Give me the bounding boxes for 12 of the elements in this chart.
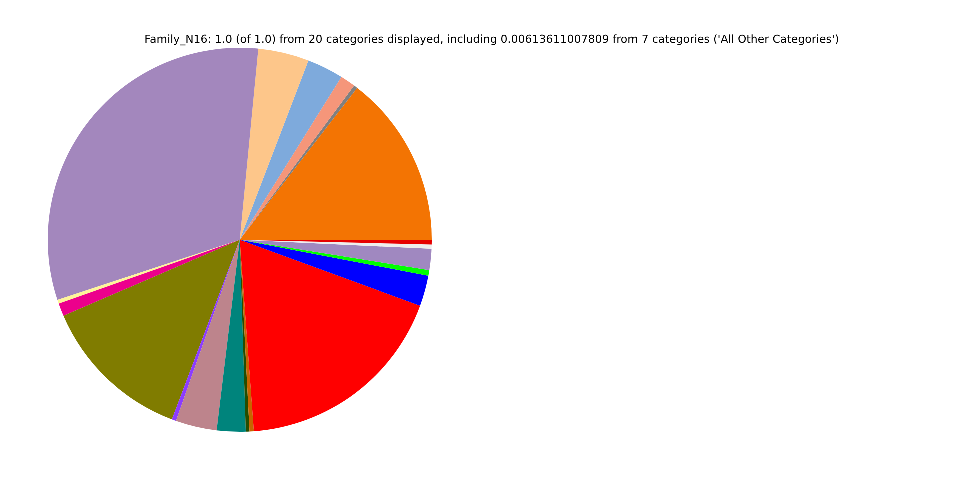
pie-slice (64, 240, 240, 420)
pie-slice (216, 240, 246, 432)
pie-slice (48, 48, 259, 300)
pie-slice (58, 240, 240, 304)
pie-slice (240, 48, 309, 240)
text: Family_N16: 1.0 (of 1.0) from 20 categories displayed, including 0.00613611007809 from 7 categories ('All Other Categories') (144, 33, 840, 46)
pie-slice (240, 240, 432, 270)
pie-slice (240, 240, 429, 306)
pie-slice (240, 60, 342, 240)
pie-slice (58, 240, 240, 316)
pie-slice (240, 240, 420, 432)
pie-slice (240, 88, 432, 240)
